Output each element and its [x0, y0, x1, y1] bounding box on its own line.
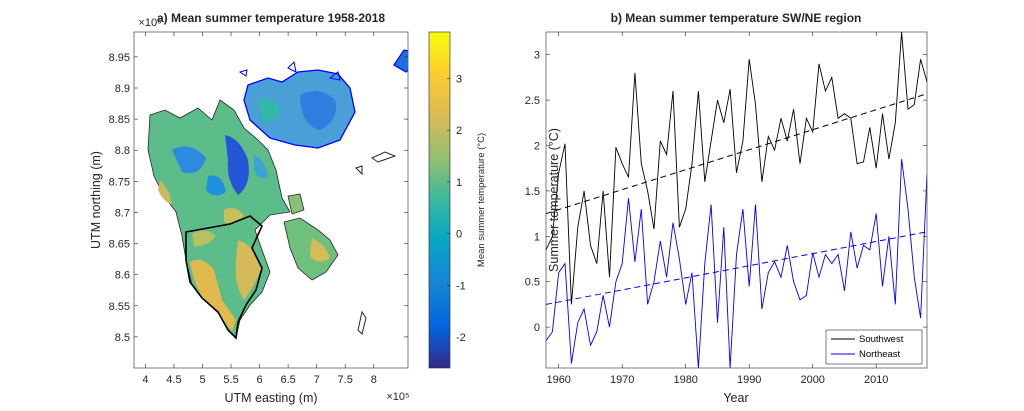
timeseries-x-tick-label: 1970	[610, 374, 634, 386]
warm-coast	[192, 230, 216, 247]
map-x-tick-label: 5.5	[223, 374, 238, 386]
kong-karls-land	[370, 151, 397, 163]
colorbar-tick-label: 0	[456, 229, 462, 241]
colorbar-tick-label: 1	[456, 177, 462, 189]
ice-cap	[206, 175, 226, 196]
northeast-ice-cap	[300, 91, 336, 130]
timeseries-y-tick-label: 2.5	[525, 95, 540, 107]
map-y-tick-label: 8.7	[115, 207, 130, 219]
map-x-tick-label: 7.5	[338, 374, 353, 386]
kvitoya-island	[393, 49, 408, 73]
legend-label-northeast: Northeast	[859, 349, 901, 360]
timeseries-x-tick-label: 1960	[546, 374, 570, 386]
islet	[355, 165, 363, 176]
map-x-tick-label: 8	[371, 374, 377, 386]
legend: Southwest Northeast	[825, 329, 923, 365]
map-y-ticks: 8.5 8.55 8.6 8.65 8.7 8.75 8.8 8.85 8.9 8.95	[109, 52, 408, 344]
timeseries-x-tick-label: 2010	[864, 374, 888, 386]
map-x-tick-label: 4	[142, 374, 148, 386]
map-y-tick-label: 8.95	[109, 52, 130, 64]
map-y-tick-label: 8.9	[115, 83, 130, 95]
northeast-coast-warm	[258, 98, 280, 122]
northeast-island	[243, 69, 356, 149]
timeseries-y-tick-label: 0	[534, 322, 540, 334]
timeseries-y-tick-label: 1.5	[525, 186, 540, 198]
ice-cap	[172, 146, 206, 174]
timeseries-x-axis-label: Year	[723, 391, 748, 405]
timeseries-y-tick-label: 0.5	[525, 277, 540, 289]
islet	[287, 60, 297, 73]
timeseries-panel: b) Mean summer temperature SW/NE region …	[525, 11, 928, 405]
timeseries-ticks: 1960 1970 1980 1990 2000 2010 0 0.5 1 1.5 2 2.5 3	[525, 32, 927, 386]
legend-label-southwest: Southwest	[859, 334, 904, 345]
timeseries-y-tick-label: 1	[534, 231, 540, 243]
colorbar-tick-label: 3	[456, 74, 462, 86]
northeast-series-line	[546, 159, 927, 368]
colorbar-ticks: 3 2 1 0 -1 -2	[447, 74, 466, 344]
southwest-series-line	[546, 32, 927, 305]
southwest-trend-line	[546, 93, 927, 215]
colorbar-tick-label: -2	[456, 332, 466, 344]
map-y-tick-label: 8.5	[115, 332, 130, 344]
ice-cap	[225, 135, 249, 195]
map-x-tick-label: 6	[257, 374, 263, 386]
barentsoya	[287, 193, 305, 215]
timeseries-x-tick-label: 2000	[800, 374, 824, 386]
map-land	[147, 49, 408, 340]
map-title: a) Mean summer temperature 1958-2018	[157, 11, 385, 25]
map-x-tick-label: 7	[314, 374, 320, 386]
warm-coast	[190, 259, 236, 332]
legend-box	[825, 329, 923, 365]
map-x-tick-label: 4.5	[166, 374, 181, 386]
colorbar-tick-label: -1	[456, 280, 466, 292]
colorbar-label: Mean summer temperature (°C)	[476, 133, 487, 267]
warm-coast	[158, 180, 172, 205]
timeseries-y-tick-label: 3	[534, 50, 540, 62]
map-x-tick-label: 6.5	[280, 374, 295, 386]
map-x-exponent: ×10⁵	[386, 391, 409, 403]
timeseries-y-tick-label: 2	[534, 141, 540, 153]
map-y-exponent: ×10⁶	[138, 17, 161, 29]
map-y-tick-label: 8.75	[109, 176, 130, 188]
map-y-tick-label: 8.55	[109, 301, 130, 313]
map-panel: a) Mean summer temperature 1958-2018	[89, 11, 487, 405]
map-y-tick-label: 8.8	[115, 145, 130, 157]
map-y-tick-label: 8.85	[109, 114, 130, 126]
ice-cap	[254, 155, 268, 179]
map-y-axis-label: UTM northing (m)	[89, 151, 103, 249]
timeseries-y-axis-label: Summer temperature (°C)	[547, 128, 561, 272]
timeseries-axes-box	[545, 31, 928, 369]
timeseries-title: b) Mean summer temperature SW/NE region	[611, 11, 862, 25]
edgeoya-warm	[310, 238, 330, 262]
map-y-tick-label: 8.65	[109, 239, 130, 251]
northeast-trend-line	[546, 231, 927, 305]
colorbar-tick-label: 2	[456, 125, 462, 137]
southwest-region-outline	[185, 215, 263, 340]
warm-coast	[224, 208, 244, 224]
islet	[328, 71, 341, 81]
islet	[238, 69, 248, 77]
map-x-axis-label: UTM easting (m)	[224, 391, 317, 405]
timeseries-x-tick-label: 1990	[737, 374, 761, 386]
colorbar	[428, 31, 451, 369]
hopen-island	[357, 310, 367, 335]
timeseries-x-tick-label: 1980	[673, 374, 697, 386]
map-x-tick-label: 5	[199, 374, 205, 386]
map-x-ticks: 4 4.5 5 5.5 6 6.5 7 7.5 8	[142, 32, 377, 386]
map-y-tick-label: 8.6	[115, 270, 130, 282]
